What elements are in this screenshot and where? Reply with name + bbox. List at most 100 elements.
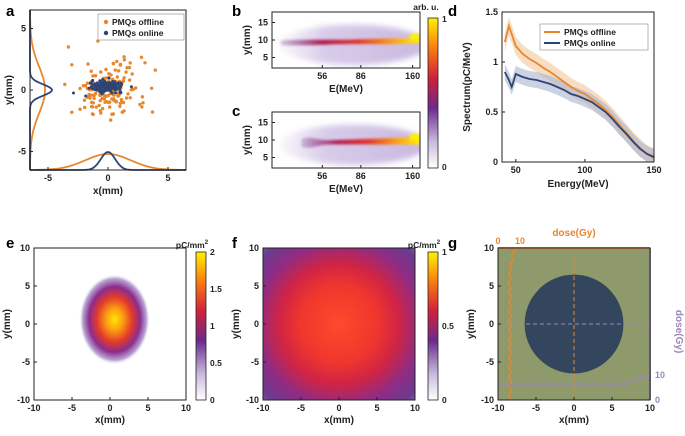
colorbar-label-superscript: 2 (437, 240, 441, 246)
x-tick-label: 0 (336, 403, 341, 413)
right-axis-tick: 10 (655, 370, 665, 380)
y-tick-label: 10 (258, 135, 268, 145)
x-tick-label: 5 (374, 403, 379, 413)
scatter-point (87, 86, 91, 90)
projection-y-online (29, 10, 53, 170)
top-axis-tick: 10 (515, 236, 525, 246)
scatter-point (130, 72, 134, 76)
panel-label-b: b (232, 3, 241, 20)
panel-label-g: g (448, 235, 457, 252)
y-axis-label: y(mm) (4, 75, 15, 105)
scatter-point (98, 93, 102, 98)
scatter-point (115, 59, 119, 64)
scatter-point (131, 87, 136, 92)
x-axis-label: x(mm) (324, 415, 354, 426)
scatter-point (90, 79, 94, 83)
colorbar (427, 251, 439, 401)
energy-band (301, 137, 420, 148)
y-tick-label: -5 (22, 357, 30, 367)
y-tick-label: 5 (254, 281, 259, 291)
scatter-point (78, 107, 82, 111)
heatmap-layer (279, 124, 420, 165)
scatter-point (141, 101, 145, 105)
scatter-point (115, 75, 120, 79)
y-axis-label: y(mm) (242, 125, 253, 155)
y-tick-label: 5 (263, 153, 268, 163)
x-tick-label: 86 (356, 171, 366, 181)
scatter-point (97, 103, 101, 108)
colorbar-tick: 1 (210, 321, 215, 331)
scatter-point (84, 94, 88, 98)
y-tick-label: 10 (20, 243, 30, 253)
x-tick-label: 160 (405, 171, 420, 181)
scatter-point (87, 93, 91, 97)
x-tick-label: 5 (145, 403, 150, 413)
y-tick-label: 0 (493, 157, 498, 167)
x-tick-label: 150 (646, 165, 661, 175)
y-tick-label: -5 (251, 357, 259, 367)
scatter-point (91, 112, 95, 117)
scatter-point (111, 84, 115, 88)
panel-label-d: d (448, 3, 457, 20)
x-tick-label: 50 (511, 165, 521, 175)
y-tick-label: 1 (493, 57, 498, 67)
scatter-point (122, 76, 126, 80)
scatter-point (78, 86, 82, 91)
scatter-point (140, 95, 145, 99)
scatter-point (63, 82, 67, 87)
scatter-point (102, 88, 106, 91)
scatter-point (119, 91, 123, 95)
scatter-point (126, 92, 130, 96)
energy-band (280, 38, 420, 46)
legend-label: PMQs online (564, 38, 616, 48)
halo (279, 124, 420, 165)
x-tick-label: 100 (577, 165, 592, 175)
y-tick-label: 0 (21, 85, 26, 95)
scatter-point (106, 100, 111, 105)
colorbar-tick: 1.5 (210, 284, 222, 294)
colorbar-label: pC/mm2 (176, 240, 209, 250)
scatter-point (98, 98, 103, 103)
scatter-point (139, 55, 144, 59)
scatter-point (99, 70, 103, 74)
panel-label-f: f (232, 235, 238, 252)
scatter-point (98, 79, 102, 83)
panel-label-c: c (232, 103, 240, 120)
scatter-point (108, 105, 112, 109)
top-axis-label: dose(Gy) (552, 228, 595, 239)
scatter-point (100, 106, 105, 111)
halo (279, 24, 420, 65)
y-tick-label: 10 (258, 35, 268, 45)
scatter-point (89, 69, 93, 73)
x-tick-label: -5 (297, 403, 305, 413)
x-tick-label: 160 (405, 71, 420, 81)
legend-marker (103, 30, 109, 36)
y-axis-label: y(mm) (242, 25, 253, 55)
legend-box (97, 13, 185, 41)
x-axis-label: x(mm) (559, 415, 589, 426)
y-axis-label: y(mm) (2, 309, 13, 339)
scatter-point (124, 96, 129, 100)
x-axis-label: Energy(MeV) (547, 179, 608, 190)
scatter-point (122, 109, 126, 113)
legend-label: PMQs online (112, 28, 164, 38)
scatter-point (85, 81, 90, 85)
scatter-point (120, 83, 124, 86)
y-tick-label: 15 (258, 118, 268, 128)
scatter-point (111, 80, 115, 83)
y-tick-label: 0 (254, 319, 259, 329)
scatter-point (121, 79, 126, 83)
colorbar-tick: 1 (442, 247, 447, 257)
y-tick-label: -10 (246, 395, 259, 405)
scatter-point (110, 112, 114, 116)
right-axis-label: dose(Gy) (673, 310, 684, 353)
scatter-point (128, 96, 132, 100)
x-tick-label: -5 (532, 403, 540, 413)
projection-y-offline (29, 9, 46, 171)
x-tick-label: -5 (68, 403, 76, 413)
scatter-point (149, 86, 154, 91)
scatter-point (70, 63, 74, 67)
scatter-point (122, 58, 127, 62)
scatter-point (100, 92, 104, 96)
